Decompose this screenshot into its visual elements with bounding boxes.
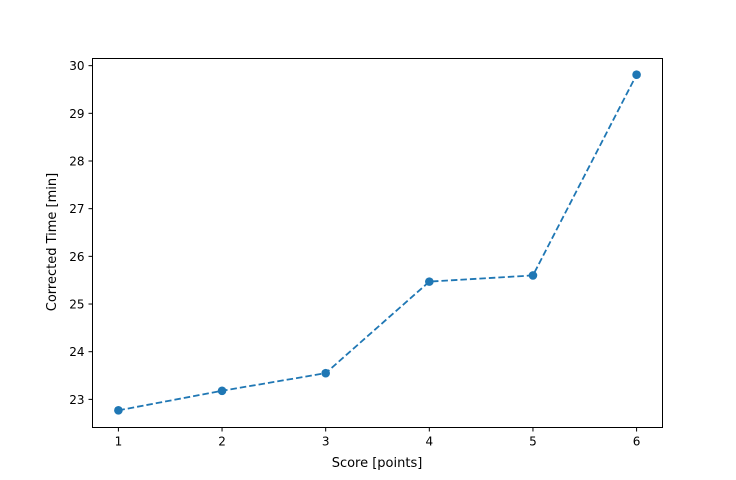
series-line bbox=[118, 74, 638, 412]
x-tick-label: 1 bbox=[115, 435, 123, 449]
x-tick-label: 2 bbox=[218, 435, 226, 449]
x-axis-label: Score [points] bbox=[332, 456, 423, 471]
y-tick-label: 23 bbox=[69, 393, 84, 407]
data-point bbox=[528, 271, 538, 280]
y-tick-label: 30 bbox=[69, 59, 84, 73]
x-axis: 1 2 3 4 5 6 bbox=[115, 427, 641, 449]
data-point bbox=[114, 406, 123, 415]
x-tick-label: 5 bbox=[529, 435, 537, 449]
plot-frame bbox=[92, 58, 663, 428]
x-tick-label: 3 bbox=[322, 435, 330, 449]
y-axis-label: Corrected Time [min] bbox=[45, 173, 60, 311]
data-point bbox=[217, 386, 227, 396]
y-tick-label: 26 bbox=[69, 250, 84, 264]
plot-marks bbox=[114, 70, 641, 415]
y-tick-label: 28 bbox=[69, 155, 84, 169]
data-point bbox=[632, 70, 641, 80]
y-tick-label: 25 bbox=[69, 298, 84, 312]
x-tick-label: 4 bbox=[425, 435, 433, 449]
x-tick-label: 6 bbox=[633, 435, 641, 449]
data-point bbox=[425, 277, 434, 286]
y-tick-label: 29 bbox=[69, 107, 84, 121]
y-tick-label: 24 bbox=[69, 345, 84, 359]
data-point bbox=[321, 368, 330, 378]
y-axis: 23 24 25 26 27 28 29 30 bbox=[69, 59, 93, 407]
y-tick-label: 27 bbox=[69, 202, 84, 216]
